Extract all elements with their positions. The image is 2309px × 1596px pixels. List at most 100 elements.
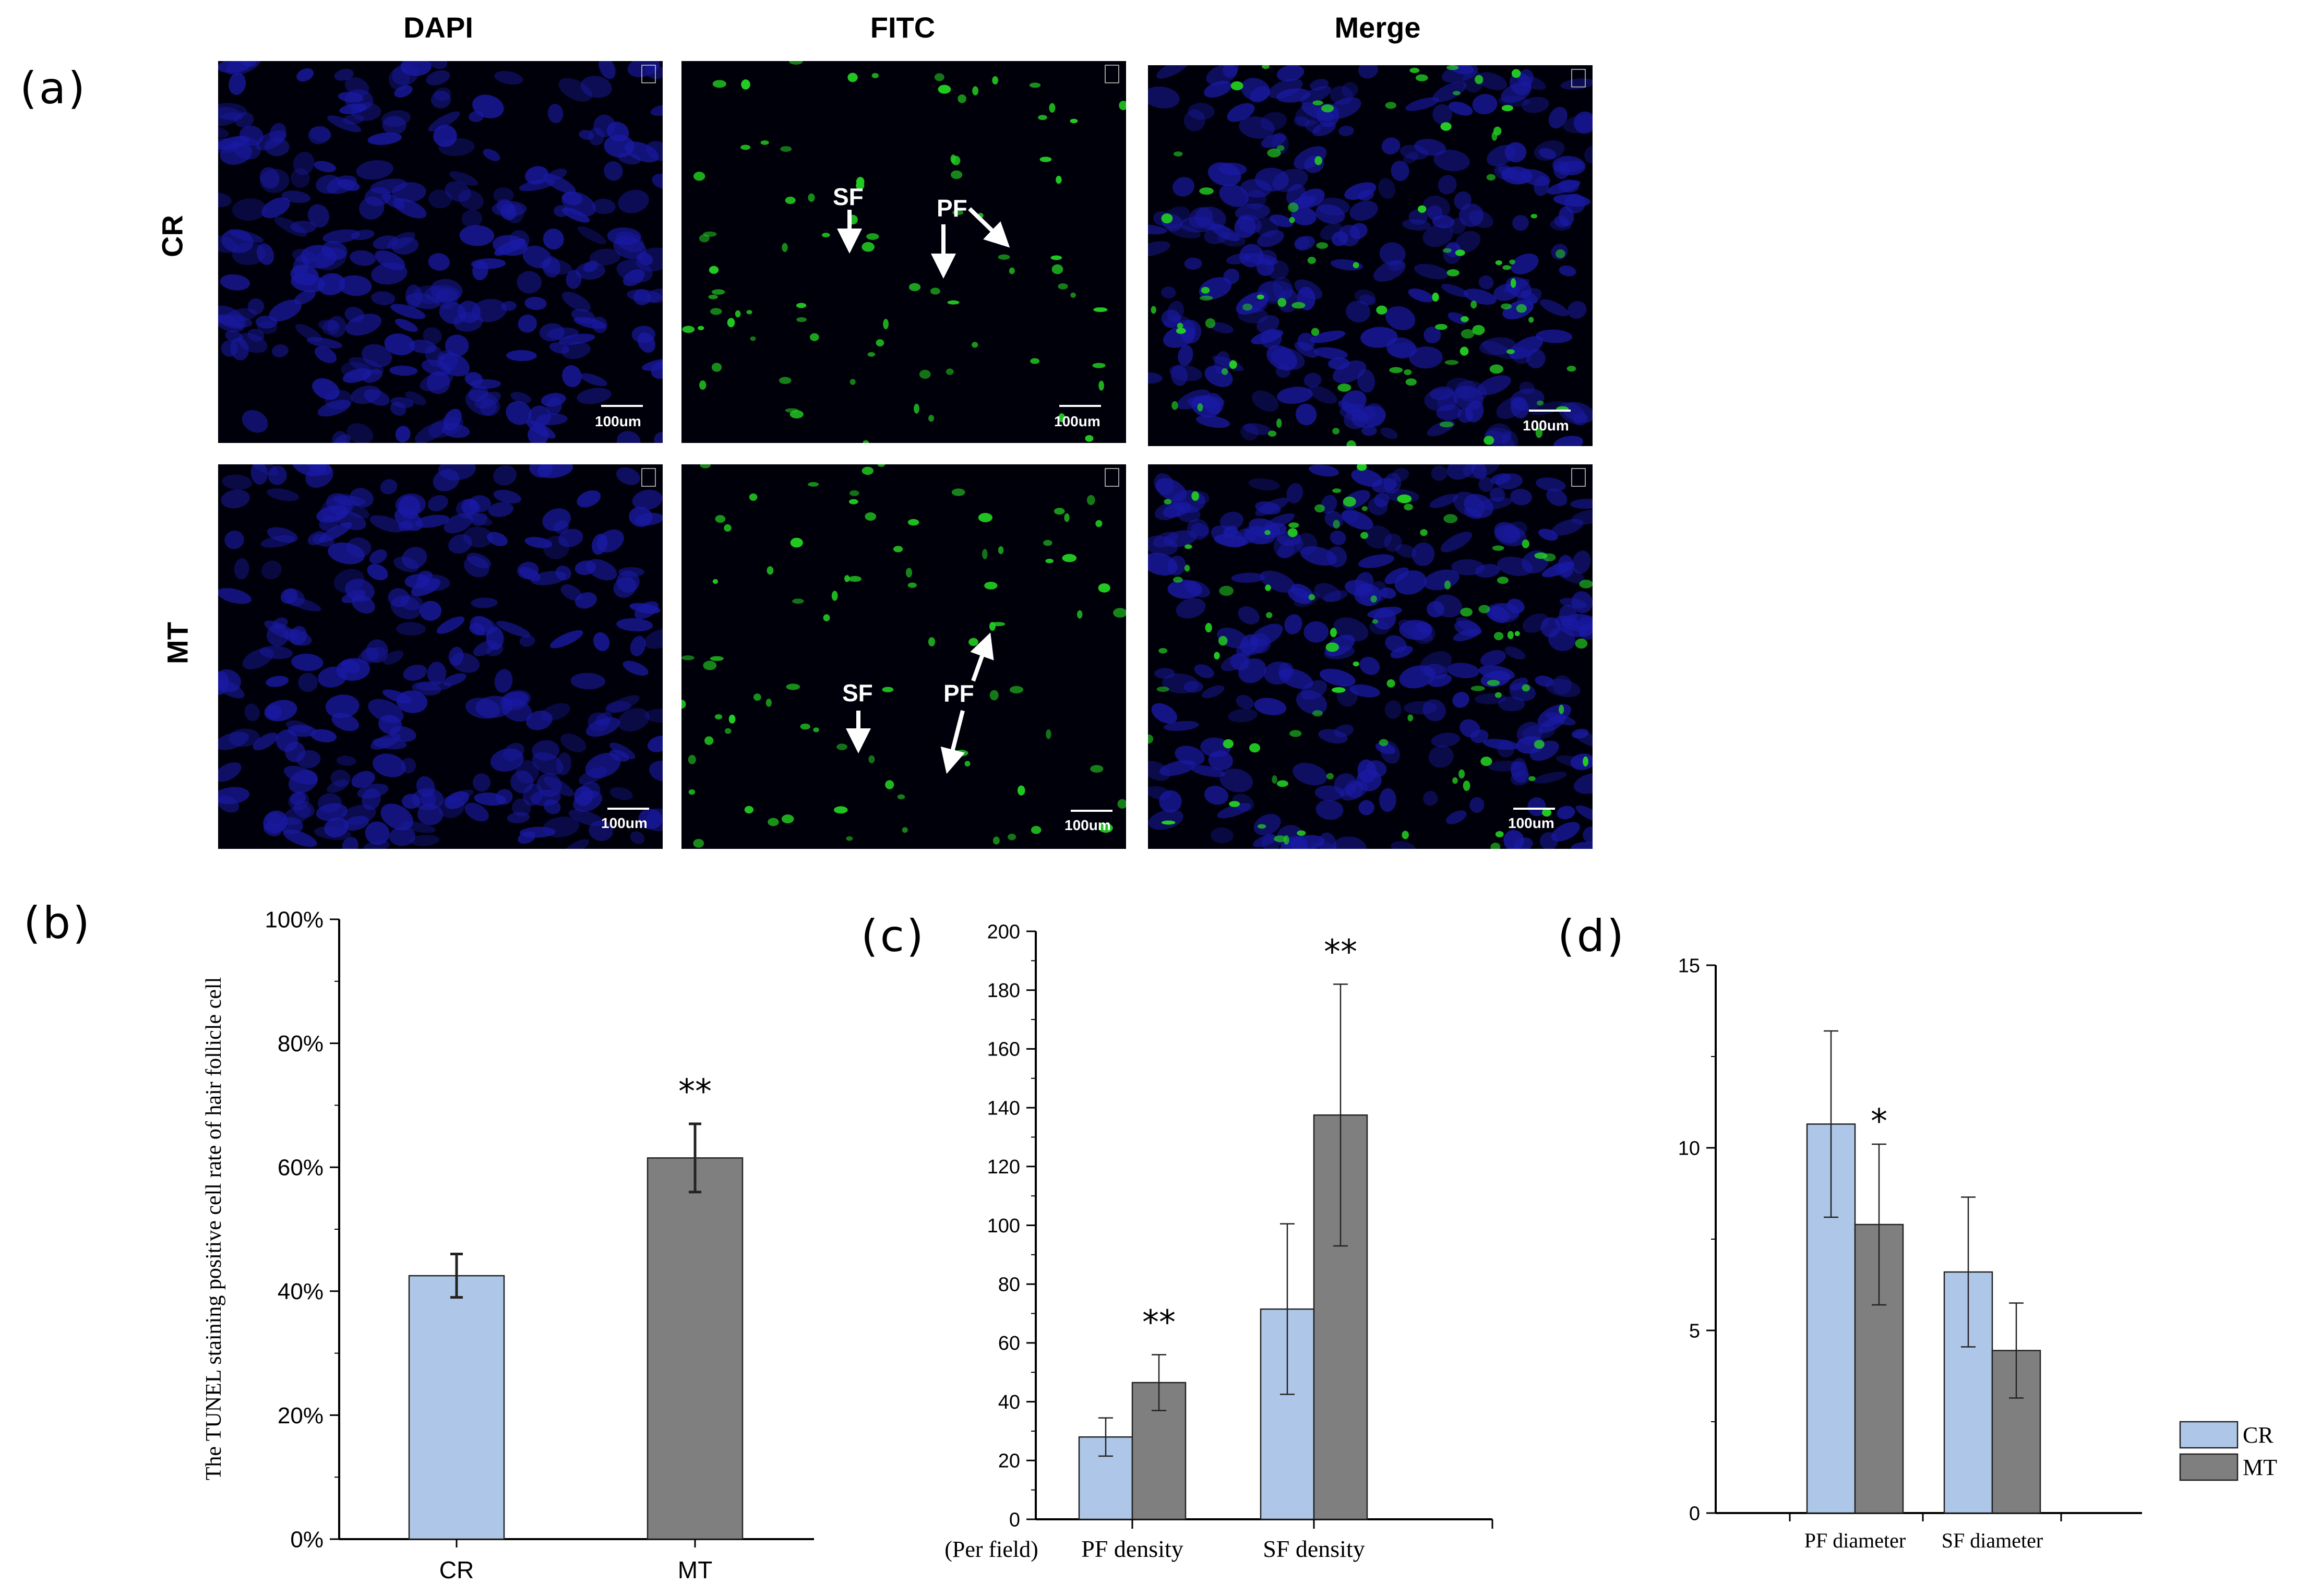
fluorescent-spot: [1379, 739, 1389, 747]
nucleus: [471, 597, 498, 608]
nucleus: [1430, 386, 1454, 400]
nucleus: [331, 430, 348, 443]
nucleus: [227, 308, 257, 321]
nucleus: [579, 130, 594, 140]
nucleus: [314, 161, 337, 173]
nucleus: [1239, 116, 1275, 139]
micro-mt-fitc: [681, 464, 1126, 849]
nucleus: [1295, 104, 1322, 127]
fluorescent-spot: [744, 806, 754, 814]
fluorescent-spot: [715, 515, 726, 523]
fluorescent-spot: [1173, 577, 1183, 583]
nucleus: [654, 432, 663, 443]
nucleus: [1501, 82, 1532, 103]
nucleus: [426, 371, 450, 394]
nucleus: [344, 307, 365, 323]
fluorescent-spot: [710, 308, 722, 315]
fluorescent-spot: [1385, 102, 1396, 109]
nucleus: [1257, 315, 1279, 333]
nucleus: [1534, 176, 1549, 196]
nucleus: [585, 752, 621, 778]
fluorescent-spot: [1330, 628, 1337, 638]
fluorescent-spot: [1117, 799, 1126, 809]
fluorescent-spot: [1046, 729, 1051, 739]
nucleus: [1276, 65, 1305, 82]
nucleus: [471, 512, 488, 526]
nucleus: [613, 577, 637, 598]
fluorescent-spot: [1307, 257, 1316, 264]
nucleus: [415, 514, 450, 528]
nucleus: [472, 94, 504, 118]
nucleus: [544, 776, 574, 797]
fluorescent-spot: [946, 368, 954, 375]
nucleus: [1346, 301, 1371, 323]
nucleus: [577, 490, 601, 508]
fluorescent-spot: [704, 736, 714, 745]
fluorescent-spot: [1266, 612, 1273, 618]
nucleus: [388, 67, 410, 91]
fluorescent-spot: [1176, 328, 1186, 334]
nucleus: [218, 587, 252, 604]
nucleus: [344, 77, 369, 97]
nucleus: [1553, 436, 1584, 446]
nucleus: [1151, 703, 1178, 724]
nucleus: [1536, 329, 1573, 343]
fluorescent-spot: [1164, 499, 1172, 505]
nucleus: [547, 103, 564, 124]
nucleus: [306, 337, 342, 349]
fluorescent-spot: [1017, 785, 1025, 796]
fluorescent-spot: [1171, 401, 1178, 410]
fluorescent-spot: [682, 326, 695, 333]
nucleus: [414, 421, 448, 443]
fluorescent-spot: [1542, 808, 1552, 817]
nucleus: [218, 669, 242, 692]
nucleus: [310, 729, 337, 742]
nucleus: [506, 350, 537, 362]
nucleus: [1510, 388, 1545, 411]
fluorescent-spot: [1056, 175, 1062, 184]
nucleus: [389, 365, 418, 376]
nucleus: [1409, 346, 1443, 369]
nucleus: [1546, 488, 1568, 506]
nucleus: [543, 799, 561, 814]
fluorescent-spot: [1249, 743, 1260, 753]
fluorescent-spot: [1311, 328, 1320, 336]
y-tick-label: 160: [987, 1039, 1020, 1061]
nucleus: [637, 253, 653, 265]
nucleus: [1517, 69, 1534, 87]
nucleus: [464, 802, 489, 822]
nucleus: [430, 279, 463, 302]
fluorescent-spot: [1353, 661, 1359, 667]
nucleus: [247, 298, 265, 315]
nucleus: [439, 302, 466, 325]
nucleus: [1383, 473, 1402, 494]
nucleus: [1480, 650, 1506, 667]
nucleus: [1526, 349, 1546, 369]
nucleus: [644, 709, 663, 723]
nucleus: [1427, 205, 1443, 221]
nucleus: [1277, 387, 1313, 404]
fluorescent-spot: [1009, 267, 1015, 274]
nucleus: [375, 250, 405, 271]
nucleus: [333, 569, 365, 593]
nucleus: [346, 423, 374, 443]
fluorescent-spot: [951, 170, 963, 179]
nucleus: [1223, 65, 1239, 78]
fluorescent-spot: [1262, 65, 1270, 69]
fluorescent-spot: [1274, 835, 1287, 843]
nucleus: [337, 498, 369, 519]
nucleus: [1248, 478, 1280, 491]
nucleus: [1317, 197, 1350, 216]
fluorescent-spot: [848, 499, 858, 505]
fluorescent-spot: [712, 579, 719, 584]
nucleus: [1288, 587, 1312, 604]
fluorescent-spot: [808, 482, 819, 487]
nucleus: [1349, 200, 1378, 221]
y-tick-label: 40: [998, 1391, 1020, 1413]
nucleus: [1315, 799, 1344, 820]
scale-bar-line: [601, 405, 643, 407]
fluorescent-spot: [1478, 605, 1490, 614]
fluorescent-spot: [1495, 260, 1502, 266]
nucleus: [218, 235, 237, 253]
